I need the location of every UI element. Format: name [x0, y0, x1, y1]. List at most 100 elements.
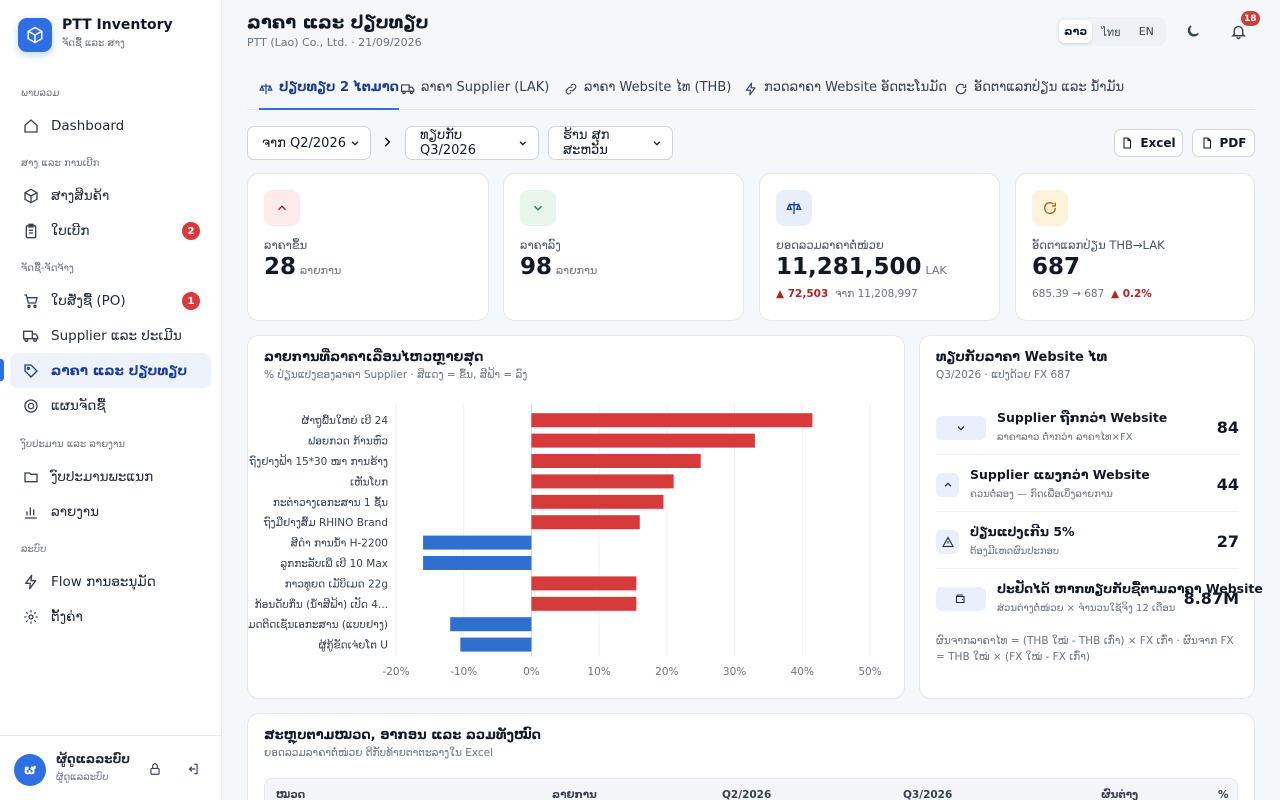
chevron-down-icon — [936, 416, 986, 440]
compare-row-savings[interactable]: ປະຢັດໄດ້ ຫາກທຽບກັບຊື້ຕາມລາຄາ Website ສ່ວ… — [936, 569, 1263, 626]
sidebar-item-label: Dashboard — [51, 117, 125, 134]
sidebar-item-purchase-plan[interactable]: ແຜນຈັດຊື້ — [10, 388, 211, 423]
logo — [18, 18, 52, 52]
column-header[interactable]: % — [1218, 789, 1229, 800]
sidebar-item-reports[interactable]: ລາຍງານ — [10, 494, 211, 529]
website-compare-card: ທຽບກັບລາຄາ Website ໄທ Q3/2026 · ແປງດ້ວຍ … — [919, 335, 1263, 699]
compare-row-title: Supplier ຖືກກວ່າ Website — [997, 410, 1168, 425]
lock-icon[interactable] — [148, 762, 164, 778]
sidebar-item-purchase-order[interactable]: ໃບສັ່ງຊື້ (PO) 1 — [10, 283, 211, 318]
compare-quarter-select[interactable]: ທຽບກັບ Q3/2026 — [405, 126, 539, 160]
kpi-number: 28 — [264, 254, 297, 280]
requisition-count-badge: 2 — [182, 222, 200, 240]
tab-website-prices[interactable]: ລາຄາ Website ໄທ (THB) — [564, 80, 731, 110]
compare-row-over-5pct[interactable]: ປ່ຽນແປງເກີນ 5% ຕ້ອງມີເຫດຜົນປະກອບ 27 — [936, 512, 1239, 569]
compare-row-cheaper[interactable]: Supplier ຖືກກວ່າ Website ລາຄາລາວ ຕ່ຳກວ່າ… — [936, 398, 1239, 455]
page-title: ລາຄາ ແລະ ປຽບທຽບ — [247, 12, 429, 33]
category-label: ສີດຳ ການນ້ຳ H-2200 — [291, 536, 388, 549]
sidebar-item-dashboard[interactable]: Dashboard — [10, 108, 211, 143]
sidebar-item-label: ຕັ້ງຄ່າ — [51, 608, 83, 625]
sidebar-item-requisition[interactable]: ໃບເບີກ 2 — [10, 213, 211, 248]
summary-title: ສະຫຼຸບຕາມໝວດ, ອາກອນ ແລະ ລວມທັງໝົດ — [264, 728, 541, 743]
link-icon — [565, 83, 577, 95]
compare-row-title: Supplier ແພງກວ່າ Website — [970, 467, 1150, 482]
bar — [531, 454, 701, 468]
kpi-number: 98 — [520, 254, 553, 280]
sidebar-item-settings[interactable]: ຕັ້ງຄ່າ — [10, 599, 211, 634]
export-excel-button[interactable]: Excel — [1114, 129, 1183, 157]
kpi-price-up: ລາຄາຂຶ້ນ 28 ລາຍການ — [247, 173, 489, 321]
compare-quarter-value: ທຽບກັບ Q3/2026 — [420, 128, 476, 158]
bar — [531, 413, 813, 428]
tab-compare-quarters[interactable]: ປຽບທຽບ 2 ໄຕມາດ — [259, 80, 399, 110]
compare-row-sub: ຄວນຕໍ່ລອງ — ກົດເພື່ອເບິ່ງລາຍການ — [970, 489, 1113, 500]
tab-exchange-fuel[interactable]: ອັດຕາແລກປ່ຽນ ແລະ ນ້ຳມັນ — [954, 80, 1124, 110]
shop-select[interactable]: ຮ້ານ ສຸກສະຫວັນ — [548, 126, 673, 160]
cart-icon — [22, 292, 40, 310]
bar — [531, 515, 640, 530]
kpi-unit: ລາຍການ — [556, 264, 598, 277]
column-header[interactable]: Q2/2026 — [722, 789, 772, 800]
tab-auto-check[interactable]: ກວດລາຄາ Website ອັດຕະໂນມັດ — [744, 80, 947, 110]
kpi-footer: ▲ 72,503 ຈາກ 11,208,997 — [776, 288, 918, 300]
category-label: ເຫັນໂບກ — [350, 475, 388, 488]
bar — [531, 433, 755, 448]
sidebar-item-label: ສາງສິນຄ້າ — [51, 187, 110, 204]
compare-row-sub: ຕ້ອງມີເຫດຜົນປະກອບ — [970, 546, 1060, 557]
clipboard-icon — [22, 222, 40, 240]
column-header[interactable]: Q3/2026 — [903, 789, 953, 800]
moon-icon[interactable] — [1185, 24, 1203, 42]
export-pdf-button[interactable]: PDF — [1192, 129, 1255, 157]
tab-label: ກວດລາຄາ Website ອັດຕະໂນມັດ — [764, 80, 947, 95]
kpi-unit: LAK — [925, 264, 947, 277]
sidebar-item-label: Supplier ແລະ ປະເມີນ — [51, 327, 182, 344]
tab-supplier-prices[interactable]: ລາຄາ Supplier (LAK) — [401, 80, 549, 110]
column-header[interactable]: ຜົນຕ່າງ — [1101, 789, 1139, 800]
refresh-icon — [955, 83, 967, 95]
bar-chart-icon — [22, 503, 40, 521]
bar — [531, 494, 664, 509]
compare-row-value: 44 — [1216, 475, 1239, 494]
section-budget: ງົບປະມານ ແລະ ລາຍງານ — [21, 439, 125, 450]
lang-lao[interactable]: ລາວ — [1059, 20, 1093, 43]
column-header[interactable]: ໝວດ — [276, 789, 306, 800]
lang-en[interactable]: EN — [1138, 25, 1154, 38]
sidebar-item-price-compare[interactable]: ລາຄາ ແລະ ປຽບທຽບ — [10, 353, 211, 388]
sidebar-item-approval-flow[interactable]: Flow ການອະນຸມັດ — [10, 564, 211, 599]
summary-card: ສະຫຼຸບຕາມໝວດ, ອາກອນ ແລະ ລວມທັງໝົດ ຍອດລວມ… — [247, 713, 1255, 800]
active-indicator — [0, 359, 4, 381]
excel-label: Excel — [1140, 136, 1176, 150]
compare-row-sub: ສ່ວນຕ່າງຕໍ່ໜ່ວຍ × ຈຳນວນໃຊ້ຈິງ 12 ເດືອນ — [997, 603, 1176, 614]
compare-row-value: 27 — [1216, 532, 1239, 551]
formula-note: ຜົນຈາກລາຄາໄທ = (THB ໃໝ່ - THB ເກົ່າ) × F… — [936, 635, 1234, 663]
sidebar-item-department-budget[interactable]: ງົບປະມານພະແນກ — [10, 459, 211, 494]
compare-row-pricier[interactable]: Supplier ແພງກວ່າ Website ຄວນຕໍ່ລອງ — ກົດ… — [936, 455, 1239, 512]
bar — [531, 474, 674, 489]
column-header[interactable]: ລາຍການ — [552, 789, 597, 800]
from-quarter-select[interactable]: ຈາກ Q2/2026 — [247, 126, 371, 160]
logout-icon[interactable] — [186, 762, 202, 778]
bell-icon[interactable] — [1230, 23, 1248, 41]
tab-label: ລາຄາ Supplier (LAK) — [421, 80, 550, 95]
kpi-exchange-rate: ອັດຕາແລກປ່ຽນ THB→LAK 687 685.39 → 687 ▲ … — [1015, 173, 1255, 321]
section-procurement: ຈັດຊື້-ຈັດຈ້າງ — [21, 263, 74, 274]
shop-value: ຮ້ານ ສຸກສະຫວັນ — [563, 128, 610, 158]
kpi-unit: ລາຍການ — [300, 264, 342, 277]
kpi-label: ຍອດລວມລາຄາຕໍ່ໜ່ວຍ — [776, 238, 884, 252]
category-label: ກ້ອນດັບກິ່ນ (ນ້ຳສີຟ້າ) ເປັດ 4... — [255, 597, 388, 611]
home-icon — [22, 117, 40, 135]
bar — [531, 576, 637, 591]
chevron-down-icon — [653, 141, 661, 146]
lang-thai[interactable]: ไทย — [1101, 25, 1121, 39]
bolt-icon — [22, 573, 40, 591]
user-name: ຜູ້ດູແລລະບົບ — [56, 752, 131, 766]
tab-label: ລາຄາ Website ໄທ (THB) — [584, 80, 732, 95]
bar — [423, 535, 532, 550]
sidebar-item-supplier[interactable]: Supplier ແລະ ປະເມີນ — [10, 318, 211, 353]
kpi-value: 28 ລາຍການ — [264, 254, 341, 280]
sidebar-item-warehouse[interactable]: ສາງສິນຄ້າ — [10, 178, 211, 213]
tab-label: ອັດຕາແລກປ່ຽນ ແລະ ນ້ຳມັນ — [974, 80, 1125, 95]
file-icon — [1203, 137, 1211, 149]
sidebar-item-label: ແຜນຈັດຊື້ — [51, 397, 106, 414]
truck-icon — [22, 327, 40, 345]
